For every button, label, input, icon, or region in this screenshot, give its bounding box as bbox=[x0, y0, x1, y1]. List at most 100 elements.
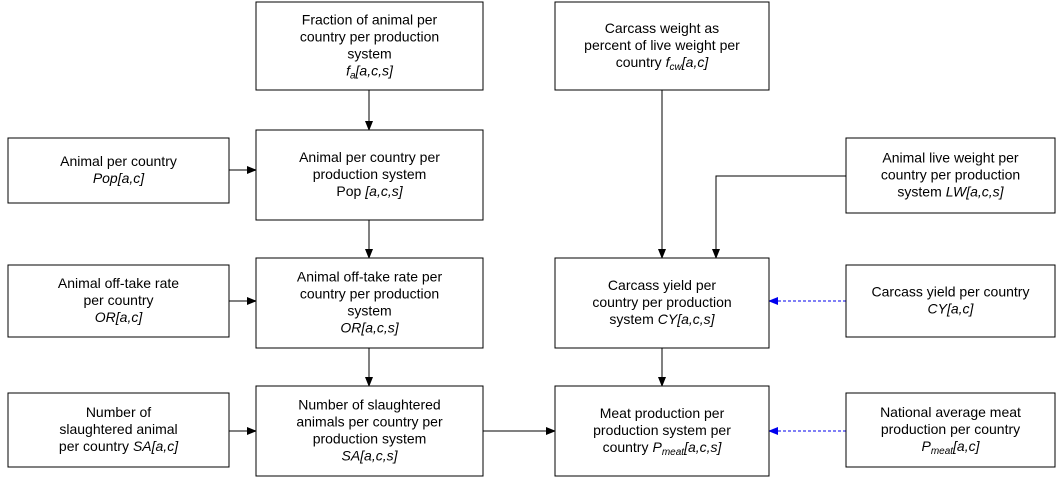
text-segment: Animal per country per bbox=[299, 149, 440, 165]
text-segment: Animal off-take rate bbox=[58, 275, 179, 291]
text-segment: production system per bbox=[593, 422, 731, 438]
text-segment: system bbox=[609, 311, 653, 327]
node-box bbox=[255, 129, 484, 221]
text-segment: National average meat bbox=[880, 404, 1021, 420]
text-segment: system bbox=[347, 302, 391, 318]
text-segment: country per production bbox=[300, 285, 439, 301]
text-segment: country per production bbox=[592, 294, 731, 310]
text-segment: system bbox=[347, 45, 391, 61]
node-box bbox=[7, 137, 230, 204]
node-text-line: percent of live weight per bbox=[584, 37, 740, 53]
text-segment: country per production bbox=[881, 166, 1020, 182]
node-text-line: Animal live weight per bbox=[882, 149, 1019, 165]
node-box bbox=[554, 385, 770, 477]
node-text-line: fa[a,c,s] bbox=[346, 62, 394, 81]
text-segment: system bbox=[897, 183, 941, 199]
text-segment: percent of live weight per bbox=[584, 37, 740, 53]
node-text-line: Pmeat[a,c] bbox=[921, 438, 980, 457]
text-segment: Animal live weight per bbox=[882, 149, 1019, 165]
text-segment: Carcass weight as bbox=[605, 20, 719, 36]
node-text-line: country per production bbox=[881, 166, 1020, 182]
node-text-line: system bbox=[347, 302, 391, 318]
node-text-line: system CY[a,c,s] bbox=[609, 311, 715, 327]
node-text-line: Pop [a,c,s] bbox=[336, 183, 403, 199]
text-segment: production system bbox=[313, 166, 427, 182]
node-text-line: country Pmeat[a,c,s] bbox=[603, 439, 723, 458]
text-segment: SA[a,c,s] bbox=[341, 447, 398, 463]
text-segment: P bbox=[652, 439, 662, 455]
node-text-line: Animal off-take rate bbox=[58, 275, 179, 291]
node-text-line: OR[a,c,s] bbox=[340, 319, 399, 335]
node-text-line: Pop[a,c] bbox=[93, 170, 145, 186]
text-segment: meat bbox=[662, 447, 685, 458]
node-box bbox=[554, 1, 770, 91]
node-box bbox=[845, 264, 1056, 338]
node-text-line: system bbox=[347, 45, 391, 61]
text-segment: OR[a,c,s] bbox=[340, 319, 399, 335]
node-text-line: slaughtered animal bbox=[59, 421, 177, 437]
text-segment: country per production bbox=[300, 28, 439, 44]
node-text-line: Number of bbox=[86, 404, 151, 420]
node-text-line: Animal off-take rate per bbox=[297, 268, 443, 284]
node-text-line: SA[a,c,s] bbox=[341, 447, 398, 463]
node-text-line: system LW[a,c,s] bbox=[897, 183, 1004, 199]
text-segment: CY[a,c,s] bbox=[658, 311, 716, 327]
text-segment: [a,c,s] bbox=[355, 62, 394, 78]
node-text-line: production system bbox=[313, 430, 427, 446]
text-segment: Fraction of animal per bbox=[302, 11, 438, 27]
node-box bbox=[255, 385, 484, 477]
text-segment: Animal off-take rate per bbox=[297, 268, 443, 284]
node-text-line: country per production bbox=[592, 294, 731, 310]
text-segment: f bbox=[346, 62, 352, 78]
node-box bbox=[7, 392, 230, 468]
arrow bbox=[712, 175, 846, 259]
connectors bbox=[229, 90, 846, 435]
text-segment: Number of bbox=[86, 404, 151, 420]
text-segment: cw bbox=[670, 62, 683, 73]
node-text-line: CY[a,c] bbox=[928, 300, 975, 316]
node-text-line: country per production bbox=[300, 28, 439, 44]
node-box bbox=[7, 264, 230, 338]
text-segment: a bbox=[350, 70, 356, 81]
text-segment: P bbox=[921, 438, 931, 454]
node-text-line: per country bbox=[83, 292, 153, 308]
text-segment: production per country bbox=[881, 421, 1020, 437]
text-segment: Number of slaughtered bbox=[298, 396, 440, 412]
node-text-line: country fcw[a,c] bbox=[616, 54, 710, 73]
node-text-line: country per production bbox=[300, 285, 439, 301]
node-text-line: per country SA[a,c] bbox=[59, 438, 179, 454]
node-box bbox=[845, 392, 1056, 468]
node-text-line: Fraction of animal per bbox=[302, 11, 438, 27]
text-segment: LW[a,c,s] bbox=[946, 183, 1005, 199]
text-segment: f bbox=[666, 54, 672, 70]
text-segment: country bbox=[616, 54, 662, 70]
text-segment: per country bbox=[83, 292, 153, 308]
text-segment: per country bbox=[59, 438, 129, 454]
text-segment: slaughtered animal bbox=[59, 421, 177, 437]
text-segment: CY[a,c] bbox=[928, 300, 975, 316]
text-segment: Animal per country bbox=[60, 153, 177, 169]
text-segment: meat bbox=[931, 446, 954, 457]
node-box bbox=[845, 137, 1056, 214]
node-text-line: OR[a,c] bbox=[95, 309, 144, 325]
node-text-line: Carcass yield per bbox=[608, 277, 716, 293]
node-text-line: animals per country per bbox=[296, 413, 443, 429]
text-segment: Pop bbox=[336, 183, 361, 199]
text-segment: Carcass yield per country bbox=[872, 283, 1030, 299]
node-text-line: production system per bbox=[593, 422, 731, 438]
text-segment: [a,c] bbox=[952, 438, 981, 454]
text-segment: production system bbox=[313, 430, 427, 446]
node-box bbox=[554, 257, 770, 349]
text-segment: SA[a,c] bbox=[133, 438, 179, 454]
